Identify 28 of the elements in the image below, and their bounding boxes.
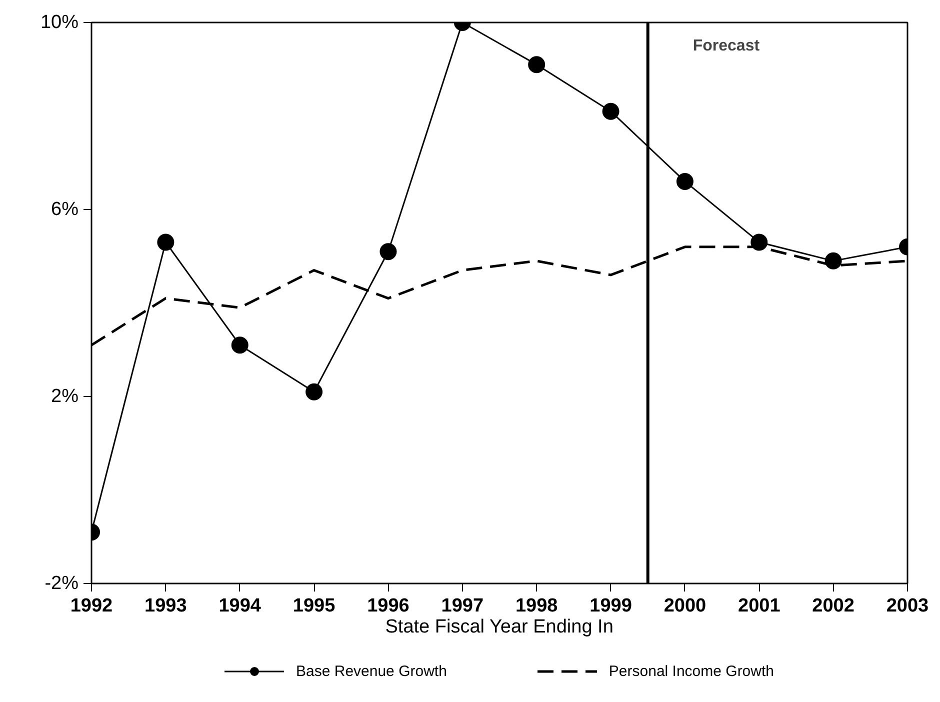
- point: [231, 336, 248, 354]
- legend-label: Personal Income Growth: [608, 662, 774, 680]
- point: [380, 243, 397, 260]
- point: [306, 383, 323, 400]
- point: [602, 102, 620, 120]
- y-tick-label: 10%: [40, 12, 79, 33]
- point: [157, 234, 174, 251]
- y-tick-label: 2%: [51, 386, 79, 407]
- ref-line-label: Forecast: [692, 38, 760, 54]
- x-axis-title: State Fiscal Year Ending In: [385, 616, 614, 638]
- y-tick-label: 6%: [51, 199, 79, 220]
- legend-label: Base Revenue Growth: [296, 662, 447, 680]
- x-tick-label: 2003: [886, 596, 929, 616]
- point: [676, 172, 694, 190]
- x-tick-label: 1992: [70, 596, 113, 616]
- y-tick-label: -2%: [44, 573, 79, 594]
- x-tick-label: 2001: [738, 596, 781, 616]
- x-tick-label: 1998: [515, 596, 558, 616]
- x-tick-label: 1997: [441, 596, 484, 616]
- x-tick-label: 1996: [367, 596, 410, 616]
- point: [824, 252, 842, 270]
- x-tick-label: 1995: [292, 596, 336, 616]
- x-tick-label: 1999: [590, 596, 632, 616]
- x-tick-label: 2000: [664, 596, 706, 616]
- x-tick-label: 1993: [144, 596, 187, 616]
- x-tick-label: 1994: [218, 596, 262, 616]
- point: [528, 56, 546, 74]
- x-tick-label: 2002: [812, 596, 854, 616]
